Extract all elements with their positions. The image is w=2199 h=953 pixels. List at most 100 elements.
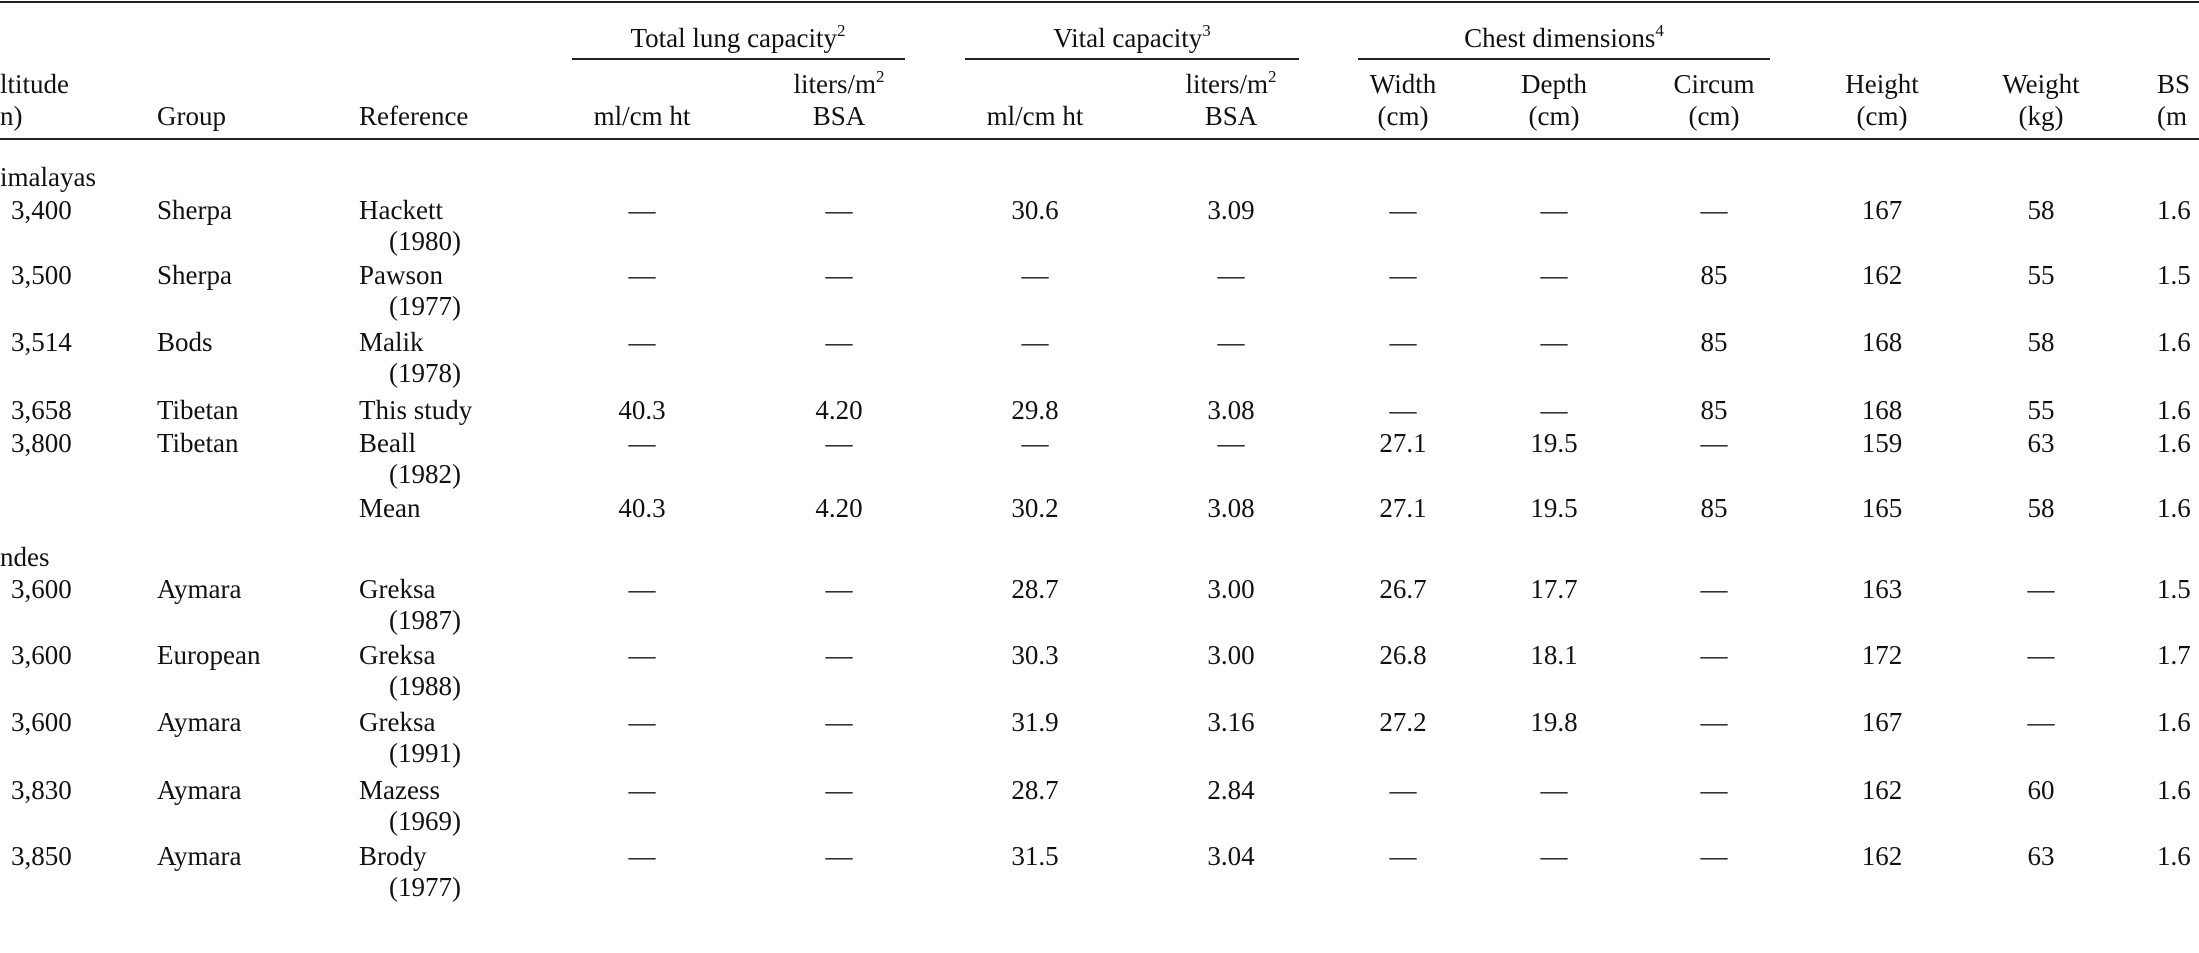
- text: —: [628, 841, 656, 871]
- value-cell: —: [826, 328, 853, 356]
- value-cell: 27.2: [1379, 708, 1426, 736]
- text: (1982): [389, 459, 461, 489]
- text: Circum: [1673, 69, 1755, 99]
- bsa-cell: 1.6: [2157, 429, 2191, 457]
- altitude-cell: 3,600: [11, 708, 72, 736]
- value-cell: 30.6: [1011, 196, 1058, 224]
- text: 3.00: [1207, 640, 1255, 670]
- value-cell: —: [826, 261, 853, 289]
- text: —: [1700, 574, 1728, 604]
- text: Aymara: [157, 775, 242, 805]
- text: —: [825, 640, 853, 670]
- text: Sherpa: [157, 195, 232, 225]
- text: —: [825, 707, 853, 737]
- group-cell: Aymara: [157, 842, 241, 870]
- bsa-cell: 1.6: [2157, 196, 2191, 224]
- text: Mazess: [359, 775, 440, 805]
- value-cell: 85: [1701, 494, 1728, 522]
- value-cell: 40.3: [618, 494, 665, 522]
- text: 40.3: [618, 493, 666, 523]
- value-cell: 167: [1862, 708, 1903, 736]
- bsa-cell: 1.6: [2157, 776, 2191, 804]
- value-cell: 58: [2028, 494, 2055, 522]
- reference-year: (1988): [389, 672, 461, 700]
- reference-cell: Beall: [359, 429, 416, 457]
- superscript: 2: [837, 21, 846, 40]
- text: Height: [1845, 69, 1919, 99]
- value-cell: —: [629, 196, 656, 224]
- text: (cm): [1688, 101, 1740, 131]
- value-cell: —: [2028, 575, 2055, 603]
- value-cell: 165: [1862, 494, 1903, 522]
- top-rule: [0, 1, 2199, 3]
- text: 163: [1861, 574, 1903, 604]
- value-cell: 63: [2028, 842, 2055, 870]
- section-title: ndes: [0, 543, 50, 571]
- reference-year: (1969): [389, 807, 461, 835]
- section-title: imalayas: [0, 163, 96, 191]
- value-cell: —: [1541, 261, 1568, 289]
- reference-year: (1991): [389, 739, 461, 767]
- value-cell: —: [1541, 328, 1568, 356]
- reference-cell: Hackett: [359, 196, 443, 224]
- text: 1.6: [2157, 841, 2191, 871]
- value-cell: 4.20: [815, 494, 862, 522]
- reference-year: (1978): [389, 359, 461, 387]
- reference-cell: Brody: [359, 842, 427, 870]
- text: —: [1389, 195, 1417, 225]
- text: (cm): [1377, 101, 1429, 131]
- value-cell: 19.5: [1530, 429, 1577, 457]
- column-group-header: Chest dimensions4: [1464, 22, 1664, 52]
- text: 31.9: [1011, 707, 1059, 737]
- text: BSA: [812, 101, 866, 131]
- text: 167: [1861, 707, 1903, 737]
- value-cell: —: [629, 429, 656, 457]
- text: 3.04: [1207, 841, 1255, 871]
- value-cell: 30.3: [1011, 641, 1058, 669]
- altitude-cell: 3,514: [11, 328, 72, 356]
- text: Group: [157, 101, 226, 131]
- text: 172: [1861, 640, 1903, 670]
- text: —: [1389, 327, 1417, 357]
- value-cell: —: [1218, 261, 1245, 289]
- value-cell: 168: [1862, 396, 1903, 424]
- group-cell: Sherpa: [157, 261, 232, 289]
- text: 3.08: [1207, 395, 1255, 425]
- column-group-header: Vital capacity3: [1053, 21, 1211, 52]
- text: liters/m: [793, 69, 877, 99]
- value-cell: —: [826, 429, 853, 457]
- superscript: 3: [1202, 21, 1211, 40]
- text: 60: [2027, 775, 2055, 805]
- value-cell: 27.1: [1379, 429, 1426, 457]
- value-cell: —: [1390, 842, 1417, 870]
- text: 30.2: [1011, 493, 1059, 523]
- text: —: [1540, 260, 1568, 290]
- text: 27.2: [1379, 707, 1427, 737]
- text: 58: [2027, 493, 2055, 523]
- text: —: [1389, 395, 1417, 425]
- value-cell: 55: [2028, 261, 2055, 289]
- text: (1980): [389, 226, 461, 256]
- value-cell: —: [826, 776, 853, 804]
- altitude-cell: 3,500: [11, 261, 72, 289]
- text: —: [1540, 327, 1568, 357]
- reference-cell: This study: [359, 396, 472, 424]
- value-cell: —: [826, 708, 853, 736]
- text: 19.5: [1530, 428, 1578, 458]
- altitude-cell: 3,600: [11, 641, 72, 669]
- text: (1988): [389, 671, 461, 701]
- altitude-cell: 3,400: [11, 196, 72, 224]
- text: 1.6: [2157, 775, 2191, 805]
- value-cell: 162: [1862, 261, 1903, 289]
- column-header: Height: [1845, 70, 1919, 98]
- value-cell: 3.09: [1207, 196, 1254, 224]
- column-header: (cm): [1689, 102, 1740, 130]
- text: 1.6: [2157, 195, 2191, 225]
- text: Pawson: [359, 260, 444, 290]
- text: 1.5: [2157, 574, 2191, 604]
- text: 2.84: [1207, 775, 1255, 805]
- superscript: 2: [876, 67, 885, 86]
- bsa-cell: 1.5: [2157, 261, 2191, 289]
- value-cell: 17.7: [1530, 575, 1577, 603]
- text: 58: [2027, 195, 2055, 225]
